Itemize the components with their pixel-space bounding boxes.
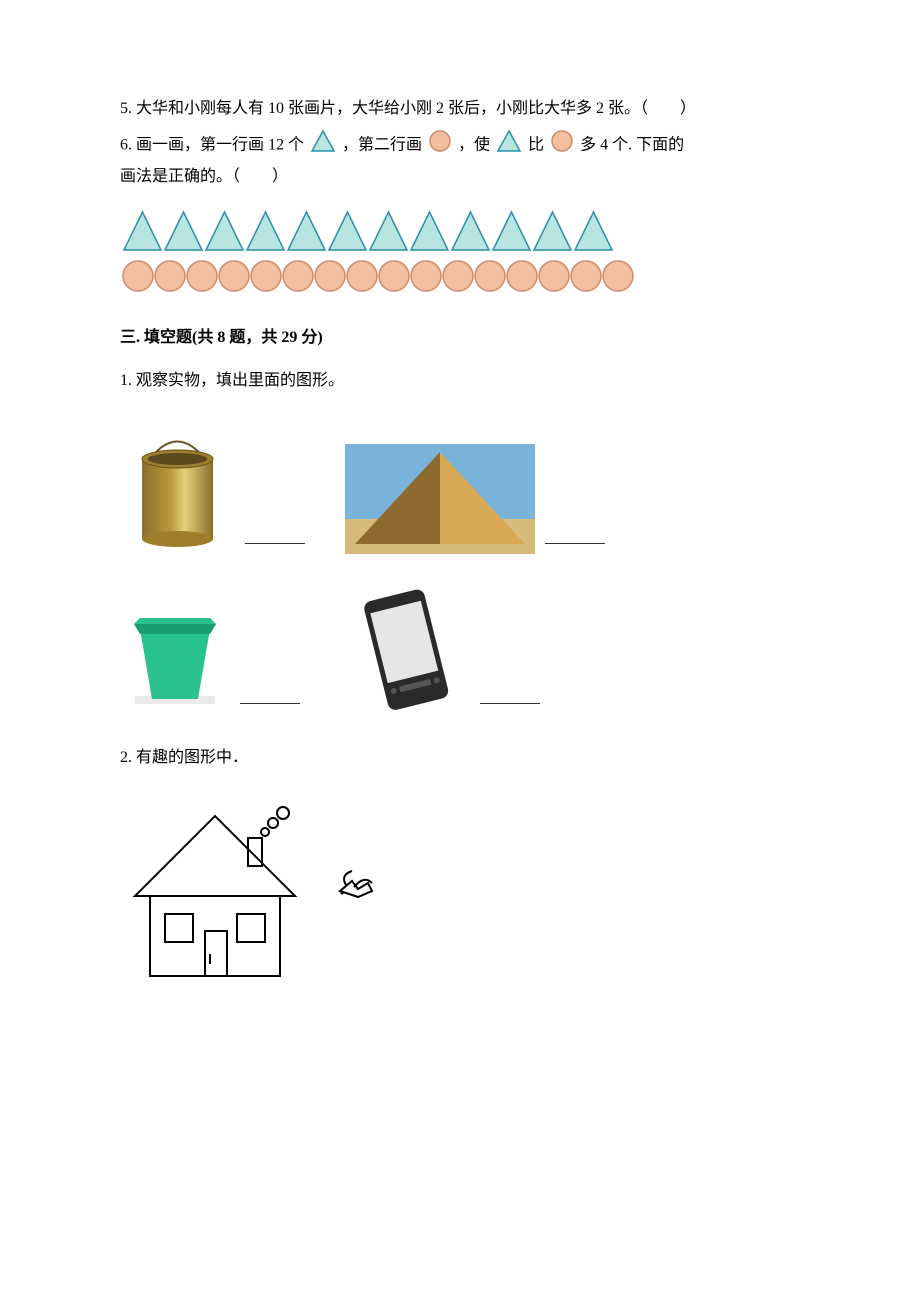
pot-icon xyxy=(120,604,230,714)
phone-item xyxy=(340,584,540,714)
triangle-icon xyxy=(496,128,522,163)
q6-part-a: 6. 画一画，第一行画 12 个 xyxy=(120,136,304,153)
house-figure xyxy=(120,796,800,1015)
phone-icon xyxy=(340,584,470,714)
s3-q1-text: 1. 观察实物，填出里面的图形。 xyxy=(120,367,800,394)
house-icon xyxy=(120,796,380,1006)
question-5: 5. 大华和小刚每人有 10 张画片，大华给小刚 2 张后，小刚比大华多 2 张… xyxy=(120,95,800,122)
object-row-1 xyxy=(120,414,800,554)
pyramid-icon xyxy=(345,444,535,554)
q6-part-c: ，使 xyxy=(458,136,490,153)
answer-blank[interactable] xyxy=(480,690,540,704)
triangle-icon xyxy=(310,128,336,163)
object-row-2 xyxy=(120,584,800,714)
circle-row xyxy=(120,258,800,294)
q6-part-b: ，第二行画 xyxy=(342,136,422,153)
circle-icon xyxy=(428,129,452,162)
q5-text: 5. 大华和小刚每人有 10 张画片，大华给小刚 2 张后，小刚比大华多 2 张… xyxy=(120,100,696,117)
q6-part-e: 多 4 个. 下面的 xyxy=(580,136,684,153)
answer-blank[interactable] xyxy=(245,530,305,544)
circle-icon xyxy=(550,129,574,162)
pot-item xyxy=(120,604,300,714)
question-6: 6. 画一画，第一行画 12 个 ，第二行画 ，使 比 多 4 个. 下面的 画… xyxy=(120,128,800,190)
s3-q2-text: 2. 有趣的图形中． xyxy=(120,744,800,771)
bucket-icon xyxy=(120,414,235,554)
triangle-row xyxy=(120,209,800,254)
section-3-title: 三. 填空题(共 8 题，共 29 分) xyxy=(120,324,800,351)
bucket-item xyxy=(120,414,305,554)
q6-part-d: 比 xyxy=(528,136,544,153)
q6-line2: 画法是正确的。（ ） xyxy=(120,163,800,190)
answer-blank[interactable] xyxy=(545,530,605,544)
answer-blank[interactable] xyxy=(240,690,300,704)
pyramid-item xyxy=(345,444,605,554)
